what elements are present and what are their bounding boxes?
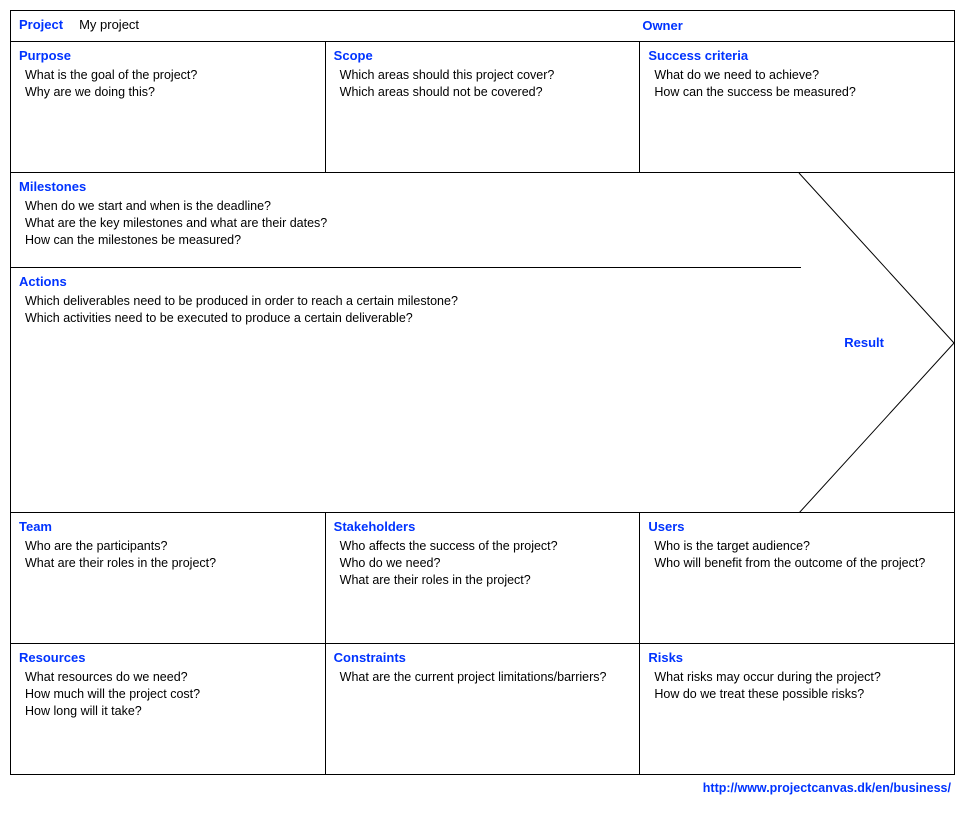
success-cell: Success criteria What do we need to achi… <box>640 42 954 172</box>
limits-row: Resources What resources do we need?How … <box>11 644 954 774</box>
purpose-body: What is the goal of the project?Why are … <box>19 67 317 101</box>
constraints-body: What are the current project limitations… <box>334 669 632 686</box>
header-row: Project My project Owner <box>11 11 954 42</box>
milestones-cell: Milestones When do we start and when is … <box>11 173 801 268</box>
constraints-title: Constraints <box>334 650 632 665</box>
people-row: Team Who are the participants?What are t… <box>11 513 954 644</box>
success-body: What do we need to achieve?How can the s… <box>648 67 946 101</box>
users-title: Users <box>648 519 946 534</box>
project-name: My project <box>79 17 139 32</box>
stakeholders-body: Who affects the success of the project?W… <box>334 538 632 589</box>
purpose-cell: Purpose What is the goal of the project?… <box>11 42 326 172</box>
risks-body: What risks may occur during the project?… <box>648 669 946 703</box>
success-title: Success criteria <box>648 48 946 63</box>
actions-body: Which deliverables need to be produced i… <box>19 293 793 327</box>
milestones-body: When do we start and when is the deadlin… <box>19 198 793 249</box>
risks-title: Risks <box>648 650 946 665</box>
constraints-cell: Constraints What are the current project… <box>326 644 641 774</box>
project-canvas: Project My project Owner Purpose What is… <box>10 10 955 775</box>
source-link[interactable]: http://www.projectcanvas.dk/en/business/ <box>703 781 951 795</box>
users-cell: Users Who is the target audience?Who wil… <box>640 513 954 643</box>
milestones-title: Milestones <box>19 179 793 194</box>
resources-title: Resources <box>19 650 317 665</box>
users-body: Who is the target audience?Who will bene… <box>648 538 946 572</box>
stakeholders-title: Stakeholders <box>334 519 632 534</box>
scope-title: Scope <box>334 48 632 63</box>
risks-cell: Risks What risks may occur during the pr… <box>640 644 954 774</box>
team-cell: Team Who are the participants?What are t… <box>11 513 326 643</box>
team-title: Team <box>19 519 317 534</box>
actions-title: Actions <box>19 274 793 289</box>
scope-cell: Scope Which areas should this project co… <box>326 42 641 172</box>
header-owner: Owner <box>634 11 954 41</box>
top-row: Purpose What is the goal of the project?… <box>11 42 954 173</box>
scope-body: Which areas should this project cover?Wh… <box>334 67 632 101</box>
resources-body: What resources do we need?How much will … <box>19 669 317 720</box>
purpose-title: Purpose <box>19 48 317 63</box>
footer: http://www.projectcanvas.dk/en/business/ <box>10 775 955 795</box>
result-label: Result <box>844 335 884 350</box>
stakeholders-cell: Stakeholders Who affects the success of … <box>326 513 641 643</box>
owner-label: Owner <box>642 18 682 33</box>
header-project: Project My project <box>11 11 634 41</box>
team-body: Who are the participants?What are their … <box>19 538 317 572</box>
middle-left: Milestones When do we start and when is … <box>11 173 801 512</box>
middle-row: Milestones When do we start and when is … <box>11 173 954 513</box>
resources-cell: Resources What resources do we need?How … <box>11 644 326 774</box>
actions-cell: Actions Which deliverables need to be pr… <box>11 268 801 512</box>
project-label: Project <box>19 17 63 32</box>
